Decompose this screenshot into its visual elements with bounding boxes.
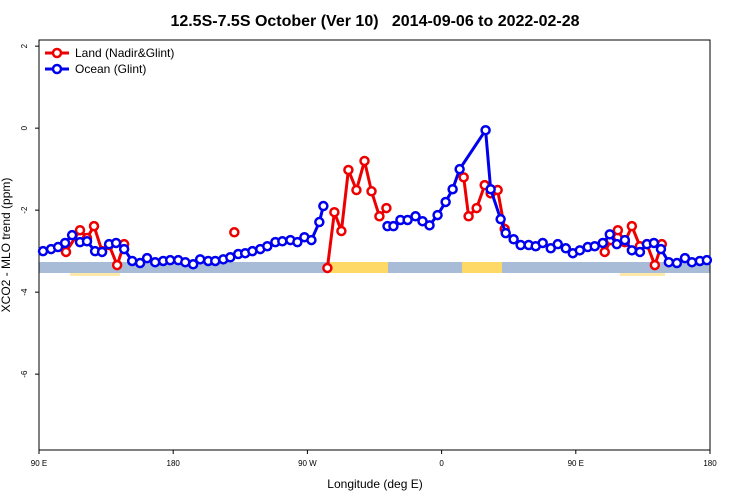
data-point — [336, 225, 347, 237]
data-point — [111, 259, 123, 271]
y-tick-label: -4 — [20, 288, 29, 296]
data-point — [671, 257, 683, 269]
data-point — [589, 240, 600, 252]
data-point — [701, 254, 713, 266]
y-tick-label: -6 — [20, 370, 29, 378]
land-fringe — [70, 273, 120, 276]
data-point — [96, 246, 108, 258]
y-tick-label: -2 — [20, 206, 29, 214]
data-point — [495, 213, 506, 225]
x-tick-label: 180 — [167, 459, 181, 468]
data-point — [194, 254, 206, 265]
data-point — [209, 255, 221, 267]
data-point — [318, 200, 329, 212]
data-point — [402, 214, 413, 226]
legend-label: Ocean (Glint) — [75, 62, 146, 76]
data-point — [187, 259, 199, 270]
data-point — [37, 245, 49, 257]
data-point — [599, 246, 610, 258]
data-point — [164, 254, 176, 266]
data-point — [277, 236, 288, 247]
data-point — [366, 186, 377, 197]
x-axis-label: Longitude (deg E) — [327, 477, 422, 491]
legend-label: Land (Nadir&Glint) — [75, 46, 174, 60]
legend-marker — [51, 63, 63, 75]
data-point — [351, 184, 362, 196]
x-tick-label: 180 — [703, 459, 717, 468]
data-point — [649, 259, 661, 271]
land-ocean-strip — [39, 262, 710, 276]
data-point — [329, 206, 340, 218]
data-point — [74, 224, 86, 236]
data-point — [381, 202, 392, 214]
data-point — [432, 209, 443, 221]
data-point — [500, 227, 511, 239]
data-point — [619, 234, 631, 246]
data-point — [374, 211, 385, 222]
data-point — [612, 224, 624, 236]
y-axis-label: XCO2 - MLO trend (ppm) — [0, 178, 13, 313]
data-point — [60, 246, 72, 258]
x-tick-label: 90 E — [31, 459, 47, 468]
x-tick-label: 90 W — [298, 459, 317, 468]
data-point — [454, 163, 465, 175]
data-point — [149, 256, 161, 268]
data-point — [480, 124, 491, 136]
land-band — [330, 262, 388, 273]
data-point — [440, 196, 451, 208]
data-point — [88, 220, 100, 232]
data-point — [410, 211, 421, 222]
data-point — [314, 216, 325, 228]
data-point — [343, 164, 354, 176]
data-point — [655, 243, 667, 255]
data-point — [447, 183, 458, 195]
data-point — [424, 220, 435, 231]
data-point — [560, 243, 572, 254]
data-point — [626, 220, 638, 232]
data-point — [306, 234, 317, 246]
plot-frame — [38, 39, 711, 451]
x-tick-label: 0 — [439, 459, 444, 468]
data-point — [359, 155, 370, 167]
data-point — [463, 211, 474, 222]
data-point — [229, 227, 240, 238]
data-point — [110, 237, 122, 249]
data-point — [485, 183, 496, 195]
data-point — [648, 237, 660, 249]
data-point — [81, 236, 93, 247]
data-point — [552, 238, 564, 250]
data-point — [597, 237, 609, 249]
data-point — [663, 256, 675, 268]
data-point — [118, 243, 130, 255]
legend-marker — [51, 47, 63, 59]
data-point — [141, 252, 153, 264]
data-point — [292, 236, 303, 248]
y-tick-label: 2 — [20, 43, 29, 48]
data-point — [66, 229, 78, 241]
data-point — [134, 257, 146, 269]
data-point — [626, 245, 638, 256]
data-point — [604, 229, 616, 240]
data-point — [537, 237, 548, 249]
data-point — [322, 262, 333, 274]
data-point — [508, 234, 519, 245]
y-tick-label: 0 — [20, 125, 29, 130]
data-point — [59, 237, 71, 249]
land-fringe — [620, 273, 665, 276]
data-point — [634, 246, 646, 258]
data-point — [471, 202, 482, 214]
land-band — [462, 262, 502, 273]
data-point — [611, 238, 623, 250]
data-point — [515, 239, 526, 251]
data-point — [262, 240, 273, 252]
data-point — [458, 172, 469, 183]
data-point — [388, 220, 399, 232]
chart-title: 12.5S-7.5S October (Ver 10) 2014-09-06 t… — [170, 13, 579, 30]
x-tick-label: 90 E — [568, 459, 584, 468]
